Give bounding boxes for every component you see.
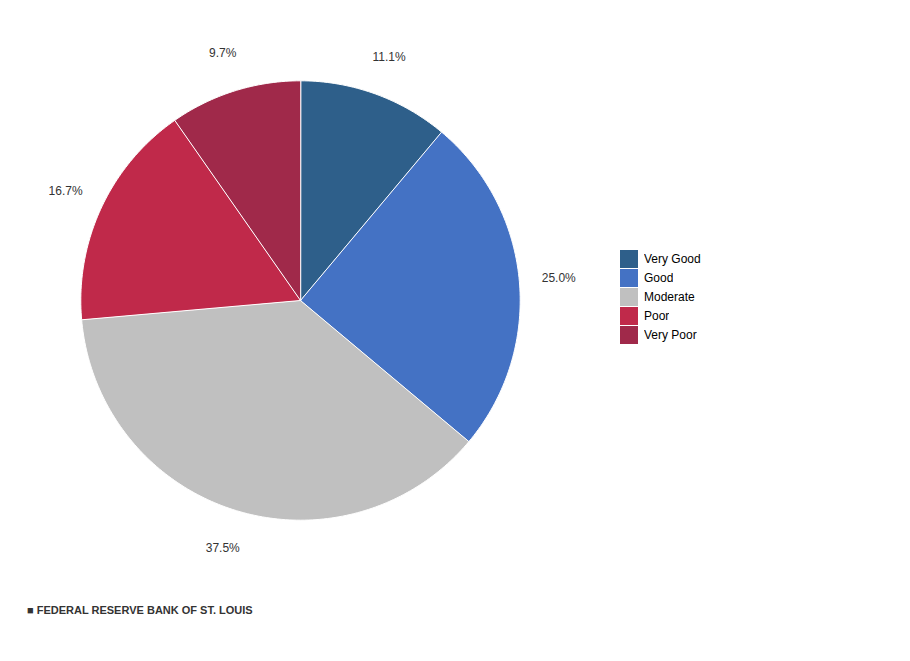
html-text:Moderate: Moderate [644, 289, 695, 304]
svg-text:16.7%: 16.7% [49, 184, 83, 198]
html-text:Good: Good [644, 270, 674, 285]
html-text:Very Poor: Very Poor [644, 327, 697, 342]
svg-text:25.0%: 25.0% [542, 271, 576, 285]
html-text:Very Good: Very Good [644, 251, 701, 266]
svg-text:9.7%: 9.7% [209, 46, 237, 60]
svg-text:37.5%: 37.5% [206, 541, 240, 555]
html-text:■ FEDERAL RESERVE BANK OF ST.: ■ FEDERAL RESERVE BANK OF ST. LOUIS [27, 604, 253, 616]
html-text:Poor: Poor [644, 308, 670, 323]
svg-text:11.1%: 11.1% [373, 50, 406, 64]
